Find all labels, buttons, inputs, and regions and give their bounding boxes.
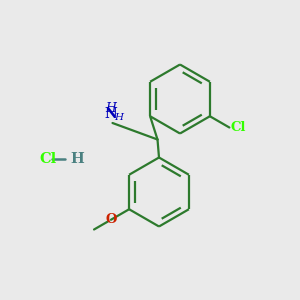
Text: H: H xyxy=(106,103,116,116)
Text: O: O xyxy=(105,213,117,226)
Text: H: H xyxy=(70,152,84,166)
Text: N: N xyxy=(105,107,117,122)
Text: Cl: Cl xyxy=(231,121,246,134)
Text: Cl: Cl xyxy=(39,152,56,166)
Text: H: H xyxy=(115,113,124,122)
